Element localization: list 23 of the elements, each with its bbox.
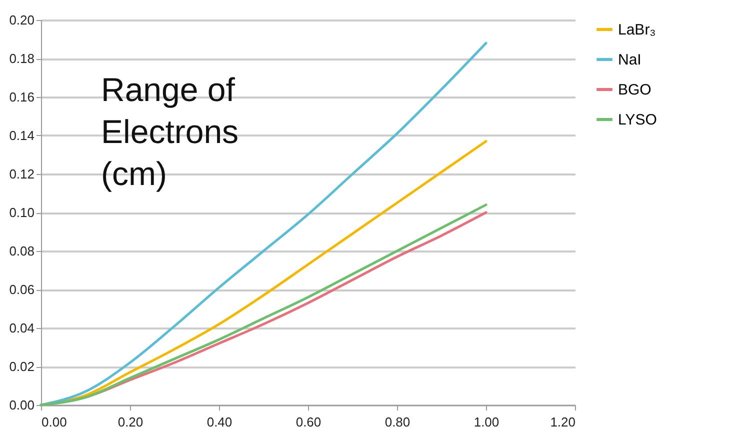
x-tick-label: 0.60 (296, 414, 322, 430)
x-tick-label: 0.20 (118, 414, 144, 430)
annotation: Range of Electrons (cm) (101, 71, 239, 192)
y-tick-label: 0.12 (9, 166, 34, 182)
legend-label: NaI (618, 52, 642, 68)
y-tick-label: 0.06 (9, 282, 34, 297)
x-tick-label: 1.00 (474, 414, 500, 430)
y-tick-label: 0.02 (9, 359, 34, 374)
y-tick-label: 0.00 (9, 398, 34, 412)
legend-label: LaBr₃ (618, 22, 656, 38)
y-tick-label: 0.08 (9, 244, 34, 258)
y-tick-label: 0.18 (9, 51, 34, 66)
y-tick-label: 0.20 (9, 12, 34, 28)
y-tick-label: 0.14 (9, 128, 34, 143)
y-tick-label: 0.16 (9, 90, 34, 104)
legend-label: BGO (618, 82, 652, 98)
x-tick-label: 0.40 (206, 414, 232, 430)
x-tick-label: 0.00 (42, 414, 67, 430)
y-tick-label: 0.10 (9, 205, 34, 220)
x-tick-label: 0.80 (384, 414, 410, 430)
x-tick-label: 1.20 (550, 414, 576, 430)
legend-label: LYSO (618, 112, 657, 128)
y-tick-label: 0.04 (9, 320, 34, 336)
